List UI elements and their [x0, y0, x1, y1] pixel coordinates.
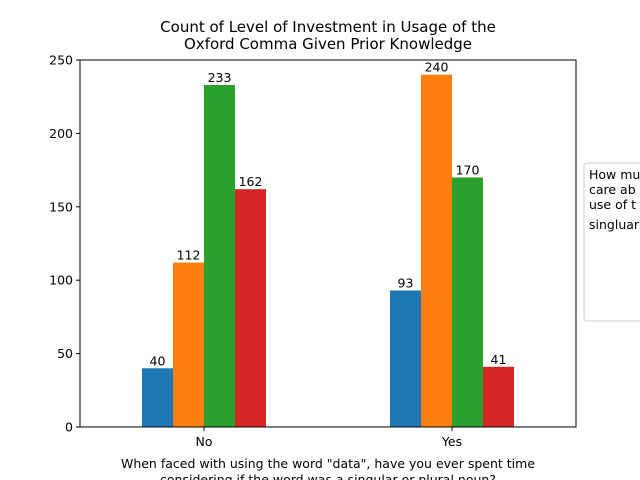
x-axis-label-line-1: When faced with using the word "data", h… — [121, 456, 535, 471]
bar — [235, 189, 266, 427]
legend-title-line-1: How mu — [589, 167, 640, 182]
x-axis: No Yes — [196, 427, 462, 449]
x-tick-label: Yes — [441, 434, 462, 449]
y-tick-label: 0 — [65, 420, 73, 435]
bar-value-label: 162 — [239, 174, 263, 189]
bar — [483, 366, 514, 427]
x-axis-label-line-2: considering if the word was a singular o… — [160, 472, 496, 480]
y-tick-label: 150 — [49, 199, 73, 214]
bars-group — [142, 74, 514, 428]
legend-title-line-3: use of t — [589, 197, 636, 212]
bar-value-label: 170 — [456, 162, 480, 177]
bar — [173, 262, 204, 427]
bar — [142, 368, 173, 427]
y-tick-label: 200 — [49, 126, 73, 141]
y-tick-label: 250 — [49, 53, 73, 68]
chart-title-line-2: Oxford Comma Given Prior Knowledge — [184, 35, 472, 53]
data-labels-group: 40 112 233 162 93 240 170 41 — [150, 60, 507, 369]
bar — [390, 290, 421, 427]
y-axis: 0 50 100 150 200 250 — [49, 53, 80, 435]
bar-value-label: 93 — [398, 275, 414, 290]
legend-box — [583, 162, 640, 322]
chart-title-line-1: Count of Level of Investment in Usage of… — [160, 18, 496, 36]
bar-value-label: 240 — [425, 60, 449, 75]
legend: How mu care ab use of t singluar — [583, 162, 640, 322]
bar — [204, 84, 235, 428]
legend-title-line-4: singluar — [589, 217, 640, 232]
bar-value-label: 112 — [177, 248, 201, 263]
legend-title-line-2: care ab — [589, 182, 636, 197]
bar-value-label: 40 — [150, 353, 166, 368]
bar-value-label: 41 — [491, 352, 507, 367]
plot-frame — [79, 59, 577, 428]
bar — [421, 74, 452, 428]
x-tick-label: No — [196, 434, 213, 449]
bar-value-label: 233 — [208, 70, 232, 85]
y-tick-label: 50 — [57, 346, 73, 361]
bar — [452, 177, 483, 427]
y-tick-label: 100 — [49, 273, 73, 288]
